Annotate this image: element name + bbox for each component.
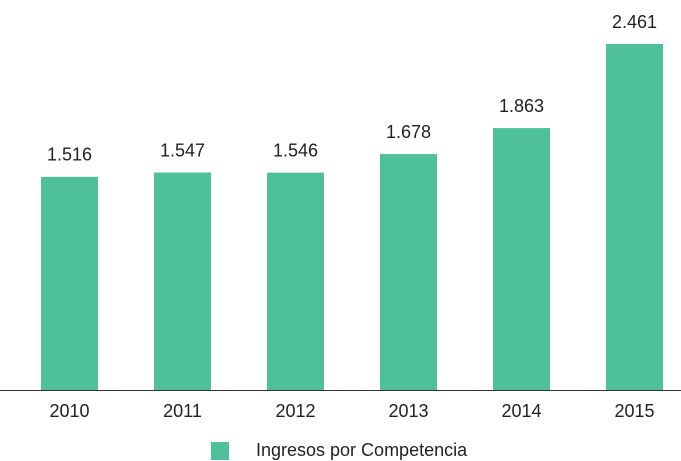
x-tick-label: 2011 bbox=[163, 401, 202, 421]
data-label: 1.678 bbox=[386, 122, 431, 142]
bar bbox=[267, 172, 324, 390]
legend-swatch bbox=[211, 442, 229, 460]
x-tick-label: 2010 bbox=[49, 401, 89, 421]
data-label: 2.461 bbox=[612, 12, 657, 32]
data-label: 1.547 bbox=[160, 140, 205, 160]
data-label: 1.516 bbox=[47, 145, 92, 165]
bar bbox=[606, 44, 663, 390]
bar bbox=[493, 128, 550, 390]
legend-label: Ingresos por Competencia bbox=[256, 440, 468, 460]
bar bbox=[154, 172, 211, 390]
x-tick-label: 2012 bbox=[275, 401, 315, 421]
data-label: 1.546 bbox=[273, 140, 318, 160]
x-tick-label: 2013 bbox=[388, 401, 428, 421]
bar bbox=[380, 154, 437, 390]
x-tick-label: 2014 bbox=[501, 401, 541, 421]
data-label: 1.863 bbox=[499, 96, 544, 116]
bar bbox=[41, 176, 98, 390]
x-tick-label: 2015 bbox=[614, 401, 654, 421]
